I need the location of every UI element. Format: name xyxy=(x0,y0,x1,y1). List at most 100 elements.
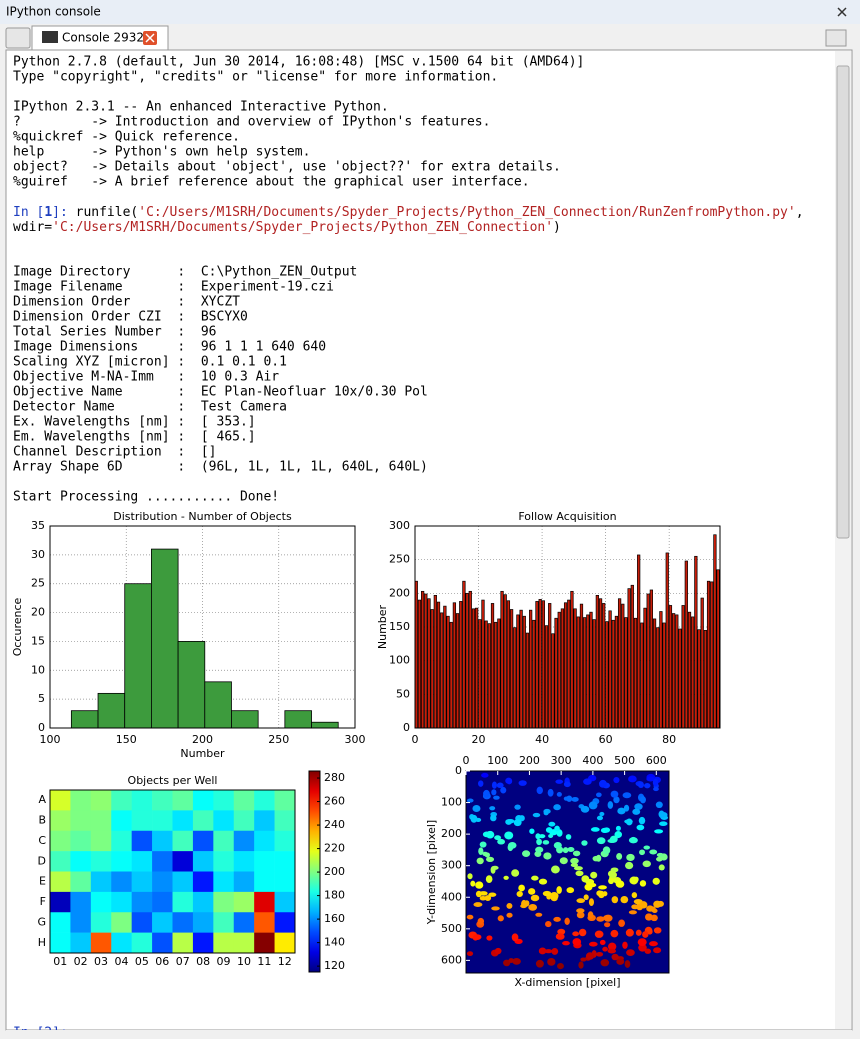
heatmap-cell xyxy=(152,810,173,832)
cell-object xyxy=(535,833,541,840)
cell-object xyxy=(522,850,531,857)
bar xyxy=(436,601,441,729)
cell-object xyxy=(607,801,614,809)
bar xyxy=(659,611,663,729)
colorbar-tick-label: 160 xyxy=(324,912,345,925)
cell-object xyxy=(628,910,637,915)
cell-object xyxy=(486,935,493,941)
column-label: 11 xyxy=(257,955,271,968)
bar xyxy=(544,625,549,729)
chart-title: Objects per Well xyxy=(128,774,218,787)
bar xyxy=(468,590,472,729)
cell-object xyxy=(649,941,658,947)
cell-object xyxy=(528,888,536,895)
cell-object xyxy=(602,946,608,952)
colorbar-tick-label: 200 xyxy=(324,865,345,878)
cell-object xyxy=(592,855,600,862)
cell-object xyxy=(483,789,490,798)
x-tick-label: 60 xyxy=(599,733,613,746)
y-tick-label: 10 xyxy=(31,663,45,676)
heatmap-cell xyxy=(131,851,153,872)
y-tick-label: 0 xyxy=(38,721,45,734)
heatmap-cell xyxy=(90,932,112,954)
console-line: IPython 2.3.1 -- An enhanced Interactive… xyxy=(13,100,389,115)
cell-object xyxy=(485,875,493,883)
x-tick-label: 200 xyxy=(519,754,540,767)
cell-object xyxy=(607,948,617,954)
column-label: 10 xyxy=(237,955,251,968)
bar xyxy=(617,598,622,729)
colorbar-tick-label: 220 xyxy=(324,842,345,855)
tab-close-button[interactable] xyxy=(143,31,157,45)
options-button[interactable] xyxy=(825,29,847,47)
cell-object xyxy=(603,915,611,920)
heatmap-cell xyxy=(90,891,112,913)
cell-object xyxy=(644,948,652,954)
heatmap-cell xyxy=(274,810,296,832)
cell-object xyxy=(603,827,611,833)
heatmap-cell xyxy=(213,891,235,913)
histogram-bar xyxy=(231,710,259,729)
cell-object xyxy=(599,811,605,817)
y-tick-label: 250 xyxy=(389,553,410,566)
cell-object xyxy=(478,780,484,787)
column-label: 06 xyxy=(155,955,169,968)
close-pane-button[interactable] xyxy=(837,7,847,17)
bar xyxy=(427,598,431,729)
heatmap-cell xyxy=(152,932,173,954)
cell-object xyxy=(548,821,556,827)
cell-object xyxy=(578,961,584,969)
row-label: G xyxy=(37,915,46,928)
cell-object xyxy=(610,929,619,938)
cell-object xyxy=(508,841,517,849)
cell-object xyxy=(566,887,575,894)
x-tick-label: 20 xyxy=(472,733,486,746)
bar xyxy=(640,622,644,729)
colorbar-tick-label: 120 xyxy=(324,959,345,972)
cell-object xyxy=(640,796,646,804)
bar xyxy=(560,608,565,729)
tab-list-button[interactable] xyxy=(5,27,31,49)
info-line: Dimension Order CZI : BSCYX0 xyxy=(13,310,248,325)
cell-object xyxy=(542,840,550,845)
cell-object xyxy=(516,890,523,898)
cell-object xyxy=(538,947,547,955)
bar xyxy=(633,617,638,729)
heatmap-cell xyxy=(254,810,275,832)
cell-object xyxy=(551,947,559,955)
console-line: ? -> Introduction and overview of IPytho… xyxy=(13,115,490,130)
heatmap-cell xyxy=(111,851,132,872)
x-axis-label: Number xyxy=(180,747,225,760)
bar xyxy=(538,599,542,729)
cell-object xyxy=(589,883,597,888)
cell-object xyxy=(628,837,638,844)
cell-object xyxy=(645,913,653,921)
cell-object xyxy=(617,807,626,815)
heatmap-cell xyxy=(131,790,153,811)
input-token: In [ xyxy=(13,205,44,220)
heatmap-cell xyxy=(111,932,132,954)
cell-object xyxy=(613,776,620,784)
histogram-bar xyxy=(204,681,232,729)
cell-object xyxy=(637,781,645,788)
bar xyxy=(506,600,511,729)
cell-object xyxy=(497,838,506,845)
bar xyxy=(652,618,657,729)
cell-object xyxy=(555,933,565,940)
heatmap-cell xyxy=(213,790,235,811)
cell-object xyxy=(650,906,656,912)
bar xyxy=(525,632,530,729)
column-label: 02 xyxy=(74,955,88,968)
x-tick-label: 0 xyxy=(412,733,419,746)
cell-object xyxy=(611,953,619,961)
console-line: %guiref -> A brief reference about the g… xyxy=(13,175,530,190)
cell-object xyxy=(590,871,598,879)
scrollbar-thumb[interactable] xyxy=(836,65,850,539)
y-tick-label: 300 xyxy=(441,859,462,872)
console-line: Python 2.7.8 (default, Jun 30 2014, 16:0… xyxy=(13,55,584,70)
cell-object xyxy=(532,812,541,818)
cell-object xyxy=(632,808,641,815)
bar xyxy=(424,593,428,729)
bar xyxy=(440,612,444,729)
heatmap-cell xyxy=(172,790,194,811)
